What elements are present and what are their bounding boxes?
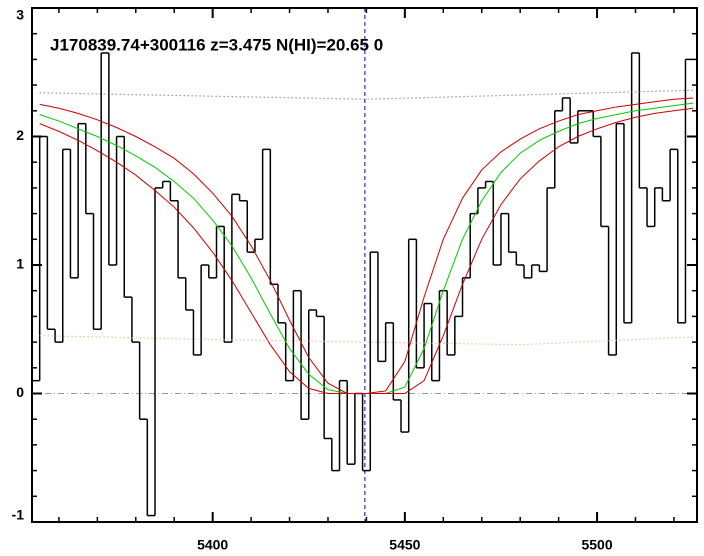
model-line (39, 102, 694, 394)
x-tick-label: 5450 (389, 537, 420, 553)
x-tick-label: 5400 (197, 537, 228, 553)
model-line (39, 107, 694, 394)
chart-title: J170839.74+300116 z=3.475 N(HI)=20.65 0 (50, 35, 383, 54)
dotted-line (39, 89, 694, 100)
y-tick-label: 2 (16, 127, 24, 143)
y-tick-label: 1 (16, 256, 24, 272)
x-tick-label: 5500 (581, 537, 612, 553)
model-line (39, 97, 694, 394)
dotted-line (39, 335, 694, 346)
y-tick-label: -1 (12, 507, 25, 523)
plot: 5400 5450 5500 -1 0 1 2 3 (12, 7, 698, 553)
y-tick-label: 0 (16, 384, 24, 400)
y-tick-label: 3 (16, 7, 24, 23)
